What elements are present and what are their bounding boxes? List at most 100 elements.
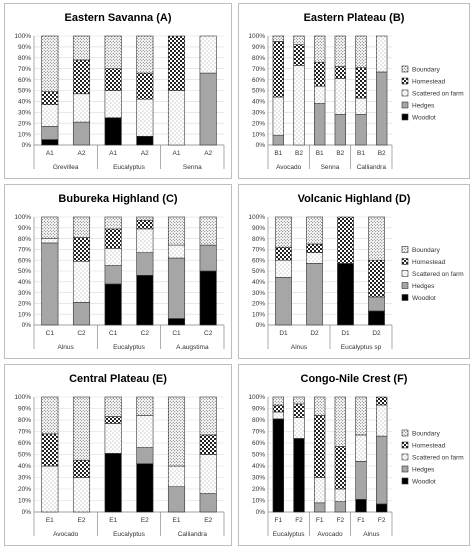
x-tick-label: F2 <box>295 517 303 524</box>
bar-segment-scattered-on-farm <box>104 423 122 454</box>
bar-segment-scattered-on-farm <box>199 35 217 74</box>
y-tick-label: 80% <box>252 417 265 424</box>
bar-segment-scattered-on-farm <box>313 85 326 104</box>
bar-segment-boundary <box>293 396 305 405</box>
group-label: A.augstima <box>176 344 209 351</box>
bar-segment-scattered-on-farm <box>272 96 285 136</box>
bar-segment-scattered-on-farm <box>167 90 186 146</box>
chart-title: Volcanic Highland (D) <box>298 193 411 205</box>
bar-segment-scattered-on-farm <box>334 78 347 115</box>
bar-segment-homestead <box>275 246 292 261</box>
panel-d: Volcanic Highland (D) 0% 10% 20% 30% 40% 50% 60… <box>238 184 470 359</box>
group-label: Eucalyptus <box>113 531 146 538</box>
legend-label-hedges: Hedges <box>412 283 435 290</box>
bar-segment-boundary <box>167 216 186 246</box>
y-tick-label: 10% <box>252 311 265 318</box>
bar-segment-boundary <box>136 216 154 221</box>
bar-segment-scattered-on-farm <box>355 434 367 462</box>
legend-swatch-woodlot <box>401 113 409 121</box>
y-tick-label: 40% <box>18 279 31 286</box>
y-tick-label: 40% <box>18 99 31 106</box>
bar-segment-homestead <box>313 61 326 87</box>
bar-segment-hedges <box>375 71 388 146</box>
legend-label-woodlot: Woodlot <box>412 479 436 486</box>
y-tick-label: 70% <box>18 429 31 436</box>
bar-segment-homestead <box>337 216 354 264</box>
y-tick-label: 0% <box>256 142 266 149</box>
y-tick-label: 70% <box>18 66 31 73</box>
legend-swatch-boundary <box>401 429 409 437</box>
y-tick-label: 100% <box>14 33 31 40</box>
panel-c: Bubureka Highland (C) 0% 10% 20% 30% 40% 50% 60… <box>4 184 232 359</box>
x-tick-label: E2 <box>78 517 86 524</box>
x-tick-label: B1 <box>316 150 324 157</box>
legend-swatch-hedges <box>401 282 409 289</box>
legend-label-woodlot: Woodlot <box>412 115 436 122</box>
bar-segment-scattered-on-farm <box>41 465 59 513</box>
bar-segment-boundary <box>199 216 217 246</box>
bar-segment-homestead <box>72 237 91 262</box>
bar-segment-woodlot <box>368 310 385 326</box>
bar-segment-scattered-on-farm <box>72 93 91 123</box>
bar-segment-hedges <box>313 502 326 513</box>
bar-segment-homestead <box>293 403 305 418</box>
bar-segment-homestead <box>167 35 186 91</box>
bar-segment-scattered-on-farm <box>313 477 326 504</box>
x-tick-label: C2 <box>77 330 86 337</box>
legend-label-boundary: Boundary <box>412 67 441 74</box>
x-tick-label: E2 <box>141 517 149 524</box>
y-tick-label: 20% <box>252 120 265 127</box>
legend-label-boundary: Boundary <box>412 247 441 254</box>
x-tick-label: C1 <box>109 330 118 337</box>
legend-swatch-homestead <box>401 441 409 449</box>
y-tick-label: 30% <box>252 475 265 482</box>
bar-segment-homestead <box>104 68 122 91</box>
x-tick-label: D1 <box>341 330 350 337</box>
bar-segment-woodlot <box>355 499 367 513</box>
y-tick-label: 50% <box>252 88 265 95</box>
panel-a: Eastern Savanna (A) 0% 10% 20% 30% 40% 50% 60% 7… <box>4 3 232 179</box>
x-tick-label: A2 <box>204 150 212 157</box>
bar-segment-scattered-on-farm <box>136 228 154 253</box>
x-tick-label: E1 <box>109 517 117 524</box>
y-tick-label: 50% <box>18 88 31 95</box>
bar-segment-homestead <box>136 219 154 230</box>
legend-label-scattered-on-farm: Scattered on farm <box>412 91 464 98</box>
y-tick-label: 50% <box>252 268 265 275</box>
x-tick-label: A2 <box>141 150 149 157</box>
y-tick-label: 30% <box>18 110 31 117</box>
chart-title: Central Plateau (E) <box>69 373 167 385</box>
legend-swatch-woodlot <box>401 294 409 301</box>
bar-segment-scattered-on-farm <box>104 248 122 266</box>
x-tick-label: B1 <box>357 150 365 157</box>
y-tick-label: 80% <box>252 236 265 243</box>
legend-label-scattered-on-farm: Scattered on farm <box>412 455 464 462</box>
group-label: Avocado <box>53 531 79 538</box>
bar-segment-hedges <box>199 244 217 272</box>
legend-label-homestead: Homestead <box>412 259 446 266</box>
legend-swatch-hedges <box>401 465 409 473</box>
group-label: Senna <box>321 164 340 171</box>
bar-segment-boundary <box>167 396 186 467</box>
legend-swatch-scattered-on-farm <box>401 453 409 461</box>
legend-label-woodlot: Woodlot <box>412 295 436 302</box>
y-tick-label: 0% <box>22 322 32 329</box>
bar-segment-woodlot <box>136 275 154 326</box>
x-tick-label: F1 <box>316 517 324 524</box>
bar-segment-scattered-on-farm <box>375 35 388 73</box>
bar-segment-boundary <box>293 35 305 46</box>
bar-segment-hedges <box>72 302 91 326</box>
bar-segment-woodlot <box>104 117 122 146</box>
bar-segment-scattered-on-farm <box>104 90 122 119</box>
y-tick-label: 50% <box>18 452 31 459</box>
bar-segment-woodlot <box>337 263 354 326</box>
x-tick-label: A1 <box>46 150 54 157</box>
x-tick-label: A1 <box>173 150 181 157</box>
y-tick-label: 70% <box>18 247 31 254</box>
y-tick-label: 20% <box>18 120 31 127</box>
chart-title: Eastern Plateau (B) <box>304 12 405 24</box>
y-tick-label: 80% <box>18 236 31 243</box>
bar-segment-boundary <box>136 35 154 74</box>
bar-segment-boundary <box>334 396 347 447</box>
legend-label-hedges: Hedges <box>412 103 435 110</box>
